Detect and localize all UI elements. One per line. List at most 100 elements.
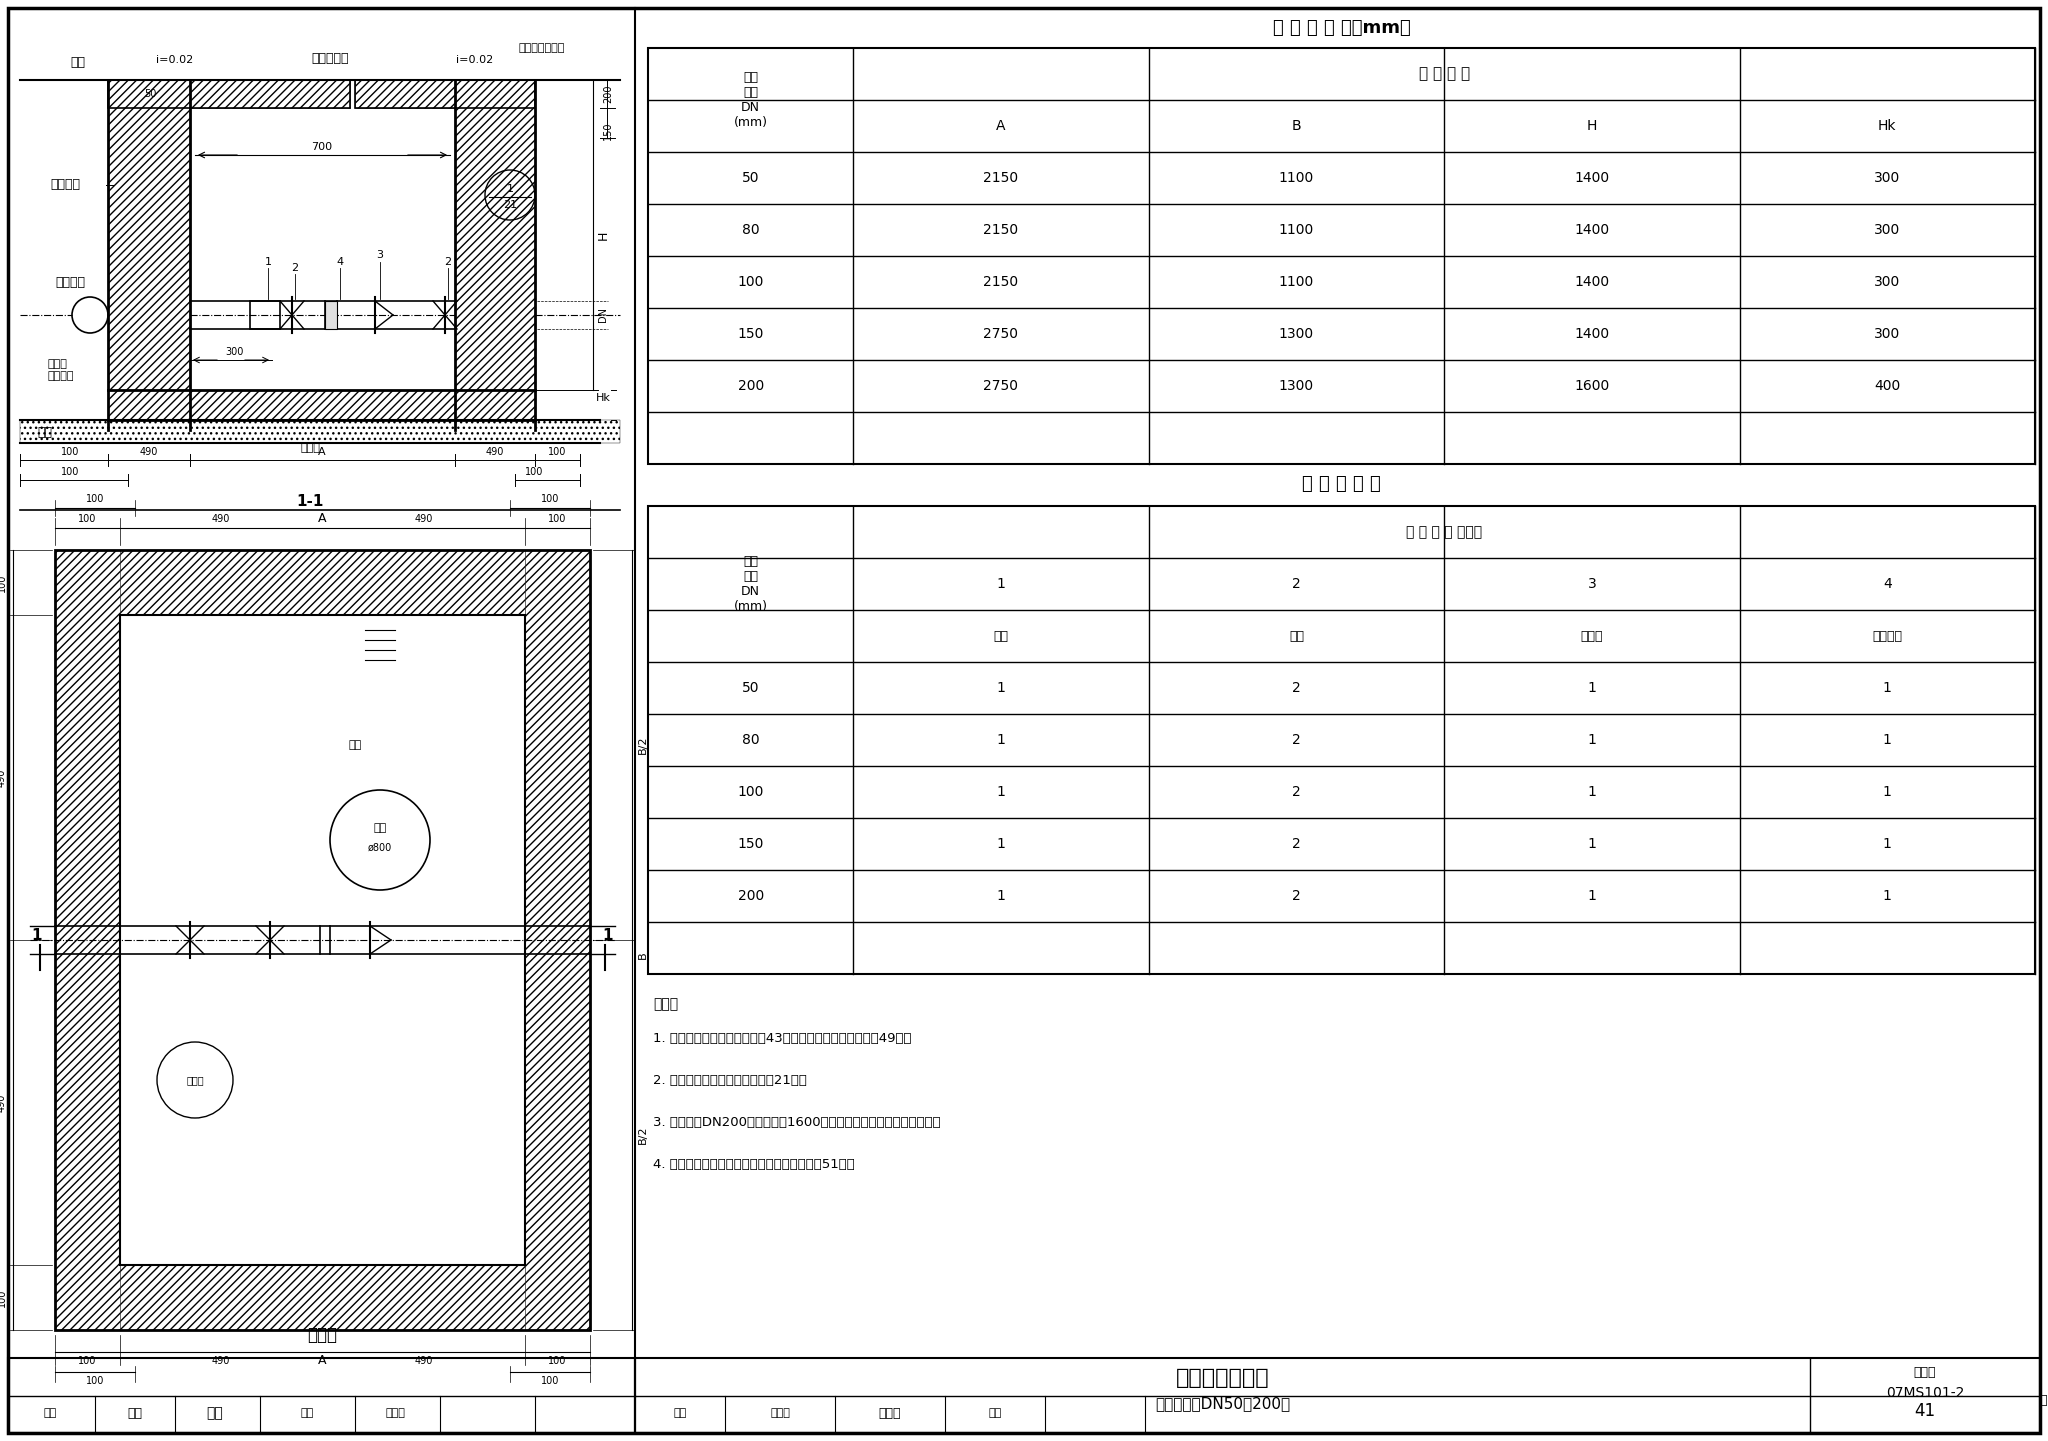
Bar: [109, 81, 190, 429]
Text: A: A: [995, 120, 1006, 133]
Text: A: A: [317, 513, 328, 526]
Text: 200: 200: [737, 379, 764, 393]
Text: 1: 1: [997, 889, 1006, 904]
Bar: [455, 81, 535, 429]
Text: 100: 100: [737, 275, 764, 290]
Text: 1: 1: [1587, 682, 1595, 695]
Text: 100: 100: [86, 494, 104, 504]
Text: 踏步: 踏步: [348, 741, 362, 749]
Text: 平面图: 平面图: [307, 1326, 338, 1344]
Bar: [109, 391, 535, 419]
Text: 07MS101-2: 07MS101-2: [1886, 1386, 1964, 1401]
Text: 材 料 数 量 （个）: 材 料 数 量 （个）: [1407, 525, 1483, 539]
Text: 各 部 材 料 表: 各 部 材 料 表: [1303, 476, 1380, 493]
Text: 地面: 地面: [70, 56, 86, 69]
Text: 1: 1: [1882, 682, 1892, 695]
Text: 1: 1: [1882, 733, 1892, 746]
Text: 150: 150: [737, 837, 764, 852]
Text: 2: 2: [444, 256, 451, 267]
Text: 钢筋混凝土盖板: 钢筋混凝土盖板: [518, 43, 565, 53]
Text: 1: 1: [997, 576, 1006, 591]
Text: 490: 490: [213, 514, 231, 525]
Text: 蝶阀: 蝶阀: [1288, 630, 1305, 643]
Text: 1300: 1300: [1278, 379, 1315, 393]
Text: 1400: 1400: [1575, 171, 1610, 184]
Bar: [354, 81, 535, 108]
Text: 3. 管径大于DN200、井深大于1600的水表井采用钢筋混凝土水表井。: 3. 管径大于DN200、井深大于1600的水表井采用钢筋混凝土水表井。: [653, 1117, 940, 1130]
Text: 2150: 2150: [983, 171, 1018, 184]
Text: 4. 砖砌矩形水表井主要材料汇总表见本图集第51页。: 4. 砖砌矩形水表井主要材料汇总表见本图集第51页。: [653, 1159, 854, 1172]
Text: 马连魁: 马连魁: [385, 1408, 406, 1418]
Bar: [20, 419, 621, 442]
Text: 砖砌井壁: 砖砌井壁: [49, 179, 80, 192]
Text: DN: DN: [598, 307, 608, 323]
Text: 490: 490: [0, 768, 6, 787]
Bar: [109, 81, 350, 108]
Text: 终审: 终审: [989, 1408, 1001, 1418]
Text: Hk: Hk: [596, 393, 610, 403]
Text: B: B: [1292, 120, 1300, 133]
Text: 1: 1: [506, 184, 514, 195]
Text: 200: 200: [602, 85, 612, 104]
Text: 400: 400: [1874, 379, 1901, 393]
Text: 页: 页: [2040, 1393, 2048, 1406]
Text: 100: 100: [524, 467, 543, 477]
Text: 1300: 1300: [1278, 327, 1315, 342]
Text: 4: 4: [336, 256, 344, 267]
Text: 490: 490: [213, 1356, 231, 1366]
Text: 2: 2: [1292, 576, 1300, 591]
Text: 2: 2: [1292, 682, 1300, 695]
Text: 1: 1: [1882, 889, 1892, 904]
Text: 300: 300: [1874, 171, 1901, 184]
Text: 200: 200: [737, 889, 764, 904]
Text: 3: 3: [1587, 576, 1595, 591]
Text: 100: 100: [549, 514, 567, 525]
Text: 300: 300: [225, 347, 244, 357]
Text: 100: 100: [61, 447, 80, 457]
Text: 设计: 设计: [674, 1408, 686, 1418]
Text: B/2: B/2: [639, 1125, 647, 1144]
Text: 砖砌矩形水表井: 砖砌矩形水表井: [1176, 1368, 1270, 1388]
Text: 止回阀: 止回阀: [1581, 630, 1604, 643]
Text: 2: 2: [1292, 785, 1300, 798]
Text: 集水坑: 集水坑: [186, 1075, 205, 1085]
Text: 1: 1: [33, 928, 43, 942]
Text: 1-1: 1-1: [297, 494, 324, 510]
Text: 1: 1: [997, 837, 1006, 852]
Bar: [647, 506, 2036, 974]
Text: B/2: B/2: [639, 736, 647, 754]
Text: 图集号: 图集号: [1913, 1366, 1935, 1379]
Text: 50: 50: [741, 682, 760, 695]
Text: 1: 1: [1587, 733, 1595, 746]
Text: 100: 100: [547, 447, 565, 457]
Text: 伸缩接头: 伸缩接头: [1872, 630, 1903, 643]
Text: （不带旁通DN50～200）: （不带旁通DN50～200）: [1155, 1396, 1290, 1412]
Text: 490: 490: [0, 1094, 6, 1111]
Bar: [55, 550, 121, 1330]
Text: 100: 100: [541, 494, 559, 504]
Text: 490: 490: [139, 447, 158, 457]
Text: 井盖及支座: 井盖及支座: [311, 52, 348, 65]
Bar: [354, 81, 535, 108]
Text: 1: 1: [1587, 837, 1595, 852]
Text: 150: 150: [737, 327, 764, 342]
Bar: [250, 301, 281, 329]
Text: A: A: [317, 447, 326, 457]
Text: 100: 100: [78, 514, 96, 525]
Text: H: H: [596, 231, 610, 239]
Text: 2. 集水坑、踏步做法见本图集第21页。: 2. 集水坑、踏步做法见本图集第21页。: [653, 1075, 807, 1088]
Text: 人孔: 人孔: [373, 823, 387, 833]
Text: 1: 1: [1882, 785, 1892, 798]
Text: 1: 1: [1587, 785, 1595, 798]
Text: 3: 3: [377, 249, 383, 259]
Text: 100: 100: [737, 785, 764, 798]
Text: 80: 80: [741, 733, 760, 746]
Bar: [121, 615, 524, 1265]
Text: 1: 1: [1882, 837, 1892, 852]
Text: 100: 100: [549, 1356, 567, 1366]
Text: 钢筋混
凝土底板: 钢筋混 凝土底板: [47, 359, 74, 380]
Text: 管道
直径
DN
(mm): 管道 直径 DN (mm): [733, 71, 768, 130]
Bar: [326, 301, 338, 329]
Text: 1100: 1100: [1278, 171, 1315, 184]
Text: 1400: 1400: [1575, 275, 1610, 290]
